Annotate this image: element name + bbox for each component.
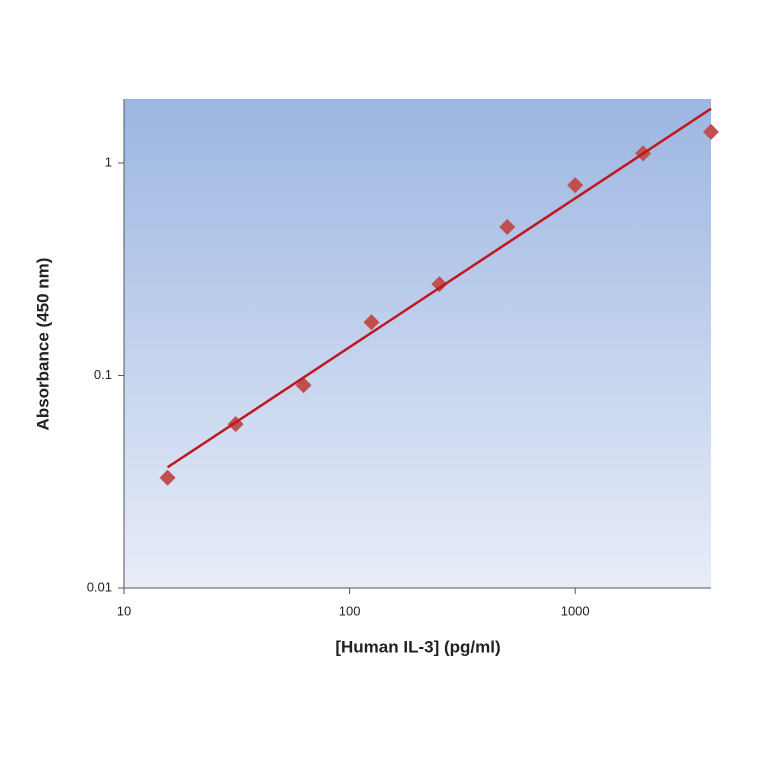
y-tick-label: 1 <box>105 154 112 169</box>
data-point <box>363 314 380 331</box>
y-axis-label: Absorbance (450 nm) <box>33 258 52 431</box>
data-point <box>431 276 448 293</box>
y-tick-label: 0.1 <box>94 367 112 382</box>
x-tick-label: 1000 <box>561 603 590 618</box>
x-tick-label: 10 <box>117 603 131 618</box>
data-point <box>567 177 584 194</box>
fit-line <box>166 107 712 469</box>
y-tick-label: 0.01 <box>87 579 112 594</box>
x-axis-label: [Human IL-3] (pg/ml) <box>335 637 500 656</box>
data-point <box>159 469 176 486</box>
x-tick-label: 100 <box>339 603 361 618</box>
data-point <box>499 218 516 235</box>
data-point <box>703 123 719 140</box>
plot-area <box>124 99 711 588</box>
